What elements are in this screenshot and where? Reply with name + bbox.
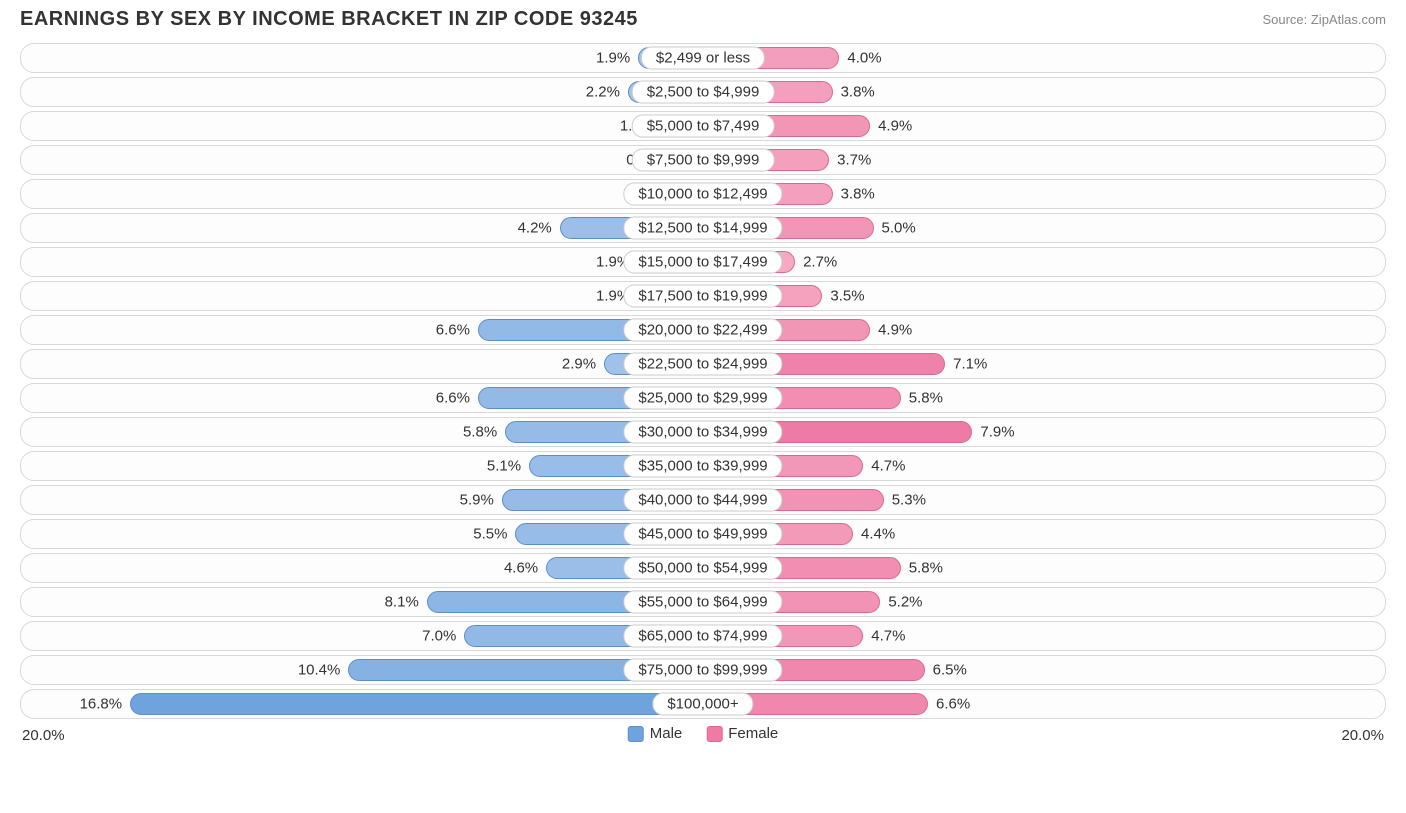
chart-row: $40,000 to $44,999 5.9% 5.3% [20,485,1386,515]
female-pct-label: 3.8% [841,84,875,101]
chart-row: $10,000 to $12,4990.74%3.8% [20,179,1386,209]
female-pct-label: 6.6% [936,696,970,713]
chart-row: $2,500 to $4,999 2.2% 3.8% [20,77,1386,107]
bracket-label: $7,500 to $9,999 [632,149,775,172]
legend-label-male: Male [650,725,683,742]
female-pct-label: 7.9% [980,424,1014,441]
male-pct-label: 1.9% [596,50,630,67]
female-pct-label: 5.8% [909,560,943,577]
chart-row: $22,500 to $24,999 2.9% 7.1% [20,349,1386,379]
bracket-label: $40,000 to $44,999 [623,489,782,512]
chart-source: Source: ZipAtlas.com [1262,12,1386,27]
male-pct-label: 2.2% [586,84,620,101]
bracket-label: $65,000 to $74,999 [623,625,782,648]
legend-item-female: Female [706,725,778,742]
female-pct-label: 3.8% [841,186,875,203]
chart-row: $55,000 to $64,999 8.1% 5.2% [20,587,1386,617]
female-pct-label: 4.7% [871,458,905,475]
female-pct-label: 4.7% [871,628,905,645]
chart-row: $7,500 to $9,9990.77%3.7% [20,145,1386,175]
chart-area: $2,499 or less 1.9% 4.0% $2,500 to $4,999 2.… [0,43,1406,719]
female-pct-label: 5.3% [892,492,926,509]
bracket-label: $55,000 to $64,999 [623,591,782,614]
chart-row: $50,000 to $54,999 4.6% 5.8% [20,553,1386,583]
bracket-label: $50,000 to $54,999 [623,557,782,580]
chart-row: $30,000 to $34,999 5.8% 7.9% [20,417,1386,447]
bracket-label: $30,000 to $34,999 [623,421,782,444]
chart-row: $75,000 to $99,999 10.4% 6.5% [20,655,1386,685]
male-pct-label: 6.6% [436,322,470,339]
legend-label-female: Female [728,725,778,742]
bracket-label: $22,500 to $24,999 [623,353,782,376]
male-pct-label: 8.1% [385,594,419,611]
axis-max-right: 20.0% [1341,727,1384,744]
bracket-label: $25,000 to $29,999 [623,387,782,410]
male-pct-label: 5.8% [463,424,497,441]
bracket-label: $15,000 to $17,499 [623,251,782,274]
bracket-label: $100,000+ [652,693,753,716]
female-pct-label: 6.5% [933,662,967,679]
bracket-label: $2,499 or less [641,47,765,70]
female-pct-label: 3.7% [837,152,871,169]
chart-row: $45,000 to $49,999 5.5% 4.4% [20,519,1386,549]
chart-title: EARNINGS BY SEX BY INCOME BRACKET IN ZIP… [20,8,638,31]
legend-swatch-male [628,726,644,742]
chart-row: $15,000 to $17,4991.9%2.7% [20,247,1386,277]
bracket-label: $20,000 to $22,499 [623,319,782,342]
male-pct-label: 5.1% [487,458,521,475]
bracket-label: $75,000 to $99,999 [623,659,782,682]
male-pct-label: 4.2% [518,220,552,237]
bracket-label: $5,000 to $7,499 [632,115,775,138]
chart-row: $5,000 to $7,4991.2%4.9% [20,111,1386,141]
female-pct-label: 7.1% [953,356,987,373]
chart-row: $20,000 to $22,499 6.6% 4.9% [20,315,1386,345]
female-pct-label: 5.2% [888,594,922,611]
female-pct-label: 3.5% [830,288,864,305]
chart-row: $25,000 to $29,999 6.6% 5.8% [20,383,1386,413]
male-pct-label: 10.4% [298,662,341,679]
female-pct-label: 4.0% [847,50,881,67]
chart-header: EARNINGS BY SEX BY INCOME BRACKET IN ZIP… [0,0,1406,43]
male-pct-label: 4.6% [504,560,538,577]
bracket-label: $35,000 to $39,999 [623,455,782,478]
male-pct-label: 5.5% [473,526,507,543]
chart-row: $65,000 to $74,999 7.0% 4.7% [20,621,1386,651]
legend-swatch-female [706,726,722,742]
chart-row: $35,000 to $39,999 5.1% 4.7% [20,451,1386,481]
male-pct-label: 2.9% [562,356,596,373]
male-pct-label: 5.9% [460,492,494,509]
legend-item-male: Male [628,725,683,742]
bracket-label: $10,000 to $12,499 [623,183,782,206]
chart-row: $100,000+ 16.8% 6.6% [20,689,1386,719]
male-pct-label: 7.0% [422,628,456,645]
bracket-label: $45,000 to $49,999 [623,523,782,546]
chart-row: $12,500 to $14,999 4.2% 5.0% [20,213,1386,243]
female-pct-label: 2.7% [803,254,837,271]
female-pct-label: 4.9% [878,322,912,339]
chart-legend: Male Female [628,725,779,742]
female-pct-label: 5.8% [909,390,943,407]
chart-footer: 20.0% Male Female 20.0% [0,725,1406,755]
male-bar [130,693,703,715]
male-pct-label: 16.8% [80,696,123,713]
female-pct-label: 4.9% [878,118,912,135]
chart-row: $2,499 or less 1.9% 4.0% [20,43,1386,73]
bracket-label: $2,500 to $4,999 [632,81,775,104]
female-pct-label: 4.4% [861,526,895,543]
axis-max-left: 20.0% [22,727,65,744]
bracket-label: $17,500 to $19,999 [623,285,782,308]
bracket-label: $12,500 to $14,999 [623,217,782,240]
male-pct-label: 6.6% [436,390,470,407]
chart-row: $17,500 to $19,9991.9%3.5% [20,281,1386,311]
female-pct-label: 5.0% [882,220,916,237]
